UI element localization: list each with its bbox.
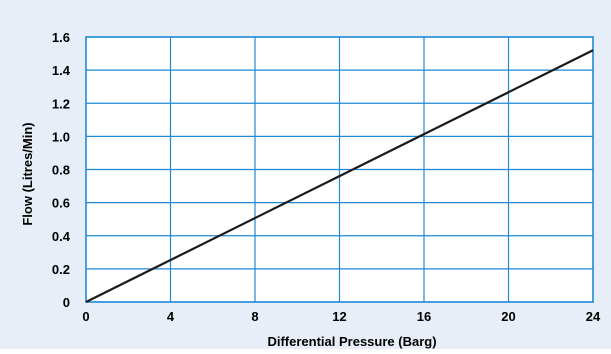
y-tick-label: 1.4: [52, 63, 71, 78]
grid: [85, 36, 594, 303]
x-axis-ticks: 0 4 8 12 16 20 24: [82, 309, 601, 324]
x-tick-label: 12: [332, 309, 346, 324]
x-tick-label: 4: [167, 309, 175, 324]
y-tick-label: 1.0: [52, 129, 70, 144]
x-tick-label: 8: [251, 309, 258, 324]
x-tick-label: 20: [501, 309, 515, 324]
y-tick-label: 0.8: [52, 163, 70, 178]
y-tick-label: 0: [63, 295, 70, 310]
x-axis-label: Differential Pressure (Barg): [267, 334, 436, 349]
y-axis-ticks: 0 0.2 0.4 0.6 0.8 1.0 1.2 1.4 1.6: [52, 30, 71, 310]
series-line-0: [85, 49, 594, 303]
x-tick-label: 16: [417, 309, 431, 324]
y-tick-label: 0.6: [52, 196, 70, 211]
series-group: [85, 49, 594, 303]
y-tick-label: 0.2: [52, 262, 70, 277]
y-tick-label: 0.4: [52, 229, 71, 244]
x-tick-label: 24: [586, 309, 601, 324]
y-axis-label: Flow (Litres/Min): [20, 122, 35, 225]
x-tick-label: 0: [82, 309, 89, 324]
y-tick-label: 1.6: [52, 30, 70, 45]
y-tick-label: 1.2: [52, 96, 70, 111]
